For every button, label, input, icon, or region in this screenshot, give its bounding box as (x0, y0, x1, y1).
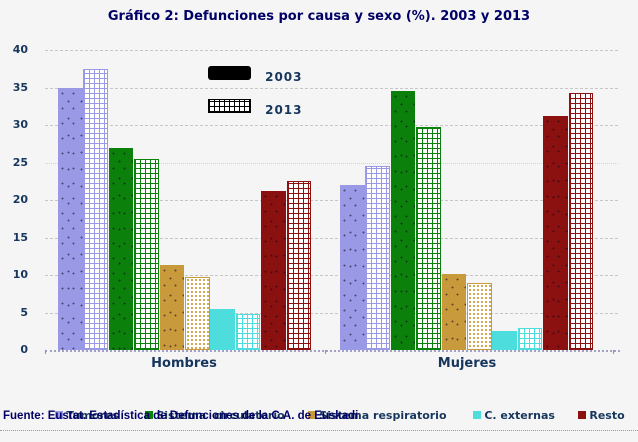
y-axis-label-5: 5 (20, 305, 28, 319)
legend-2013-swatch (208, 99, 251, 113)
y-axis: 0 5 10 15 20 25 30 35 40 (0, 43, 30, 356)
legend-2003-label: 2003 (265, 70, 303, 84)
y-axis-label-20: 20 (12, 193, 28, 206)
bar-hombres-cat0-2003 (58, 87, 83, 350)
y-axis-label-15: 15 (12, 230, 28, 244)
plot-area (45, 50, 620, 354)
circulatorio-swatch (145, 411, 154, 419)
y-axis-label-40: 40 (12, 43, 28, 56)
x-axis-line (45, 350, 620, 352)
legend-item-respiratorio: Sistema respiratorio (288, 385, 447, 422)
gridline-15 (45, 237, 618, 239)
legend-item-externas: C. externas (453, 385, 555, 422)
group-label-mujeres: Mujeres (437, 356, 497, 371)
gridline-10 (45, 275, 618, 276)
legend-item-resto: Resto (558, 385, 625, 422)
bar-hombres-cat2-2013 (185, 276, 210, 350)
respiratorio-swatch (308, 411, 317, 419)
bar-mujeres-cat0-2003 (340, 185, 365, 350)
tumores-swatch (55, 411, 64, 419)
bar-hombres-cat4-2013 (286, 180, 312, 350)
bar-hombres-cat1-2013 (134, 158, 159, 350)
bar-mujeres-cat3-2003 (492, 331, 517, 350)
bar-mujeres-cat1-2003 (390, 91, 416, 350)
resto-label: Resto (589, 409, 625, 422)
bar-hombres-cat0-2013 (83, 68, 108, 350)
y-axis-label-0: 0 (20, 343, 28, 356)
bar-mujeres-cat3-2013 (517, 328, 543, 350)
bottom-divider (0, 430, 638, 431)
gridline-30 (45, 125, 618, 126)
y-axis-label-30: 30 (12, 118, 28, 131)
gridline-25 (45, 162, 618, 164)
source-note: Fuente: Eustat. Estadística de Defuncion… (3, 410, 359, 422)
bar-hombres-cat3-2003 (210, 308, 235, 350)
bar-mujeres-cat4-2003 (543, 116, 568, 350)
bar-mujeres-cat2-2003 (441, 274, 467, 350)
series-legend: 2003 2013 (208, 66, 303, 132)
gridline-35 (45, 87, 618, 89)
tumores-label: Tumores (66, 409, 119, 422)
legend-2003-swatch (208, 66, 251, 80)
legend-item-tumores: Tumores (35, 385, 119, 422)
gridline-40 (45, 50, 618, 51)
y-axis-label-10: 10 (12, 268, 28, 281)
bar-mujeres-cat2-2013 (467, 282, 492, 350)
y-axis-label-25: 25 (12, 155, 28, 169)
y-axis-label-35: 35 (12, 80, 28, 94)
bar-mujeres-cat0-2013 (365, 165, 390, 350)
series-legend-row-2003: 2003 (208, 66, 303, 84)
bar-hombres-cat2-2003 (159, 265, 185, 350)
series-legend-row-2013: 2013 (208, 99, 303, 117)
circulatorio-label: Sistema circulatorio (156, 409, 285, 422)
legend-item-circulatorio: Sistema circulatorio (125, 385, 285, 422)
externas-swatch (473, 411, 482, 419)
bar-mujeres-cat4-2013 (568, 92, 594, 350)
chart-title: Gráfico 2: Defunciones por causa y sexo … (107, 9, 531, 24)
bar-hombres-cat4-2003 (261, 191, 286, 350)
x-axis-tick-1 (325, 350, 326, 354)
bar-hombres-cat1-2003 (108, 147, 134, 350)
gridline-20 (45, 200, 618, 201)
bar-hombres-cat3-2013 (235, 314, 261, 350)
gridline-5 (45, 312, 618, 314)
x-axis-tick-0 (45, 350, 46, 354)
externas-label: C. externas (484, 409, 555, 422)
respiratorio-label: Sistema respiratorio (319, 409, 447, 422)
legend-2013-label: 2013 (265, 103, 303, 117)
bar-mujeres-cat1-2013 (416, 126, 441, 350)
resto-swatch (578, 411, 587, 419)
group-label-hombres: Hombres (151, 356, 217, 371)
x-axis-tick-2 (613, 350, 614, 354)
